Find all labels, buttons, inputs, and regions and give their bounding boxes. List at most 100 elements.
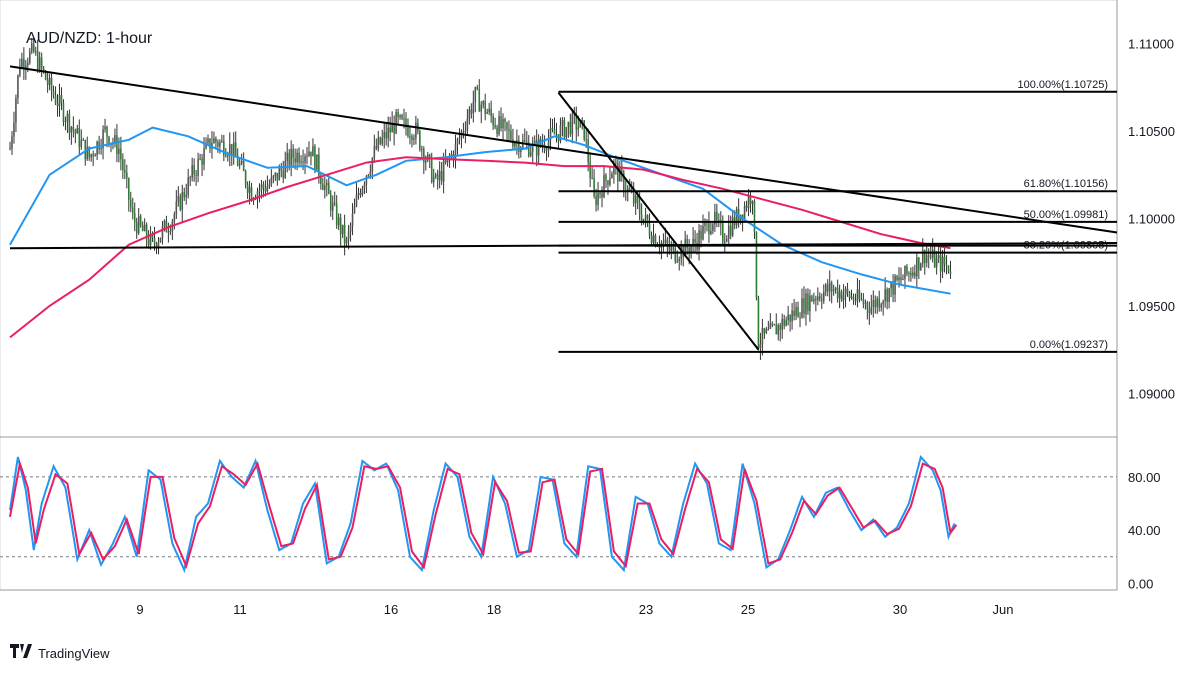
- candle-body: [688, 247, 690, 253]
- candle-body: [234, 142, 237, 156]
- candle-body: [139, 216, 142, 226]
- candle-body: [751, 201, 754, 204]
- candle-body: [56, 103, 59, 107]
- candle-body: [826, 284, 829, 292]
- candle-body: [601, 193, 603, 198]
- candle-body: [153, 237, 156, 244]
- candle-body: [217, 142, 219, 147]
- candle-body: [383, 132, 386, 138]
- candle-body: [316, 154, 318, 170]
- candle-body: [221, 140, 223, 142]
- candle-body: [124, 170, 126, 173]
- candle-body: [464, 130, 467, 132]
- candle-body: [349, 225, 352, 232]
- candle-body: [771, 323, 774, 326]
- candle-body: [397, 112, 399, 118]
- candle-body: [599, 193, 601, 195]
- candle-body: [801, 298, 803, 318]
- candle-body: [931, 250, 934, 258]
- candle-body: [34, 51, 37, 53]
- candle-body: [353, 205, 356, 214]
- candle-body: [858, 289, 861, 299]
- candle-body: [702, 225, 704, 240]
- candle-body: [66, 113, 69, 122]
- candle-body: [704, 222, 706, 226]
- candle-body: [773, 324, 776, 326]
- candle-body: [337, 217, 340, 226]
- candle-body: [923, 250, 926, 263]
- candle-body: [108, 136, 110, 145]
- candle-body: [494, 125, 496, 128]
- candle-body: [86, 146, 89, 160]
- candle-body: [595, 195, 597, 205]
- candle-body: [141, 225, 144, 232]
- candle-body: [335, 203, 338, 226]
- candle-body: [668, 245, 671, 251]
- candle-body: [175, 201, 178, 215]
- candle-body: [492, 116, 494, 126]
- candle-body: [411, 136, 413, 140]
- candle-body: [674, 247, 677, 262]
- candle-body: [949, 271, 952, 275]
- candle-body: [290, 148, 292, 166]
- candle-body: [781, 319, 783, 330]
- candle-body: [672, 247, 675, 249]
- candle-body: [854, 300, 857, 302]
- candle-body: [698, 230, 700, 250]
- candle-body: [341, 224, 344, 235]
- candle-body: [351, 213, 354, 226]
- candle-body: [785, 320, 787, 326]
- candle-body: [78, 128, 81, 148]
- candle-body: [36, 51, 39, 70]
- candle-body: [727, 225, 730, 239]
- candle-body: [286, 152, 288, 161]
- candle-body: [242, 161, 245, 171]
- candle-body: [476, 87, 479, 89]
- candle-body: [442, 160, 445, 182]
- candle-body: [769, 323, 772, 329]
- candle-body: [256, 191, 259, 199]
- candle-body: [555, 134, 558, 136]
- fib-level-label: 100.00%(1.10725): [1017, 79, 1108, 91]
- candle-body: [929, 256, 932, 258]
- price-chart[interactable]: 100.00%(1.10725) 61.80%(1.10156) 50.00%(1.…: [0, 0, 1200, 640]
- candle-body: [692, 238, 694, 246]
- candle-body: [664, 239, 667, 243]
- candle-body: [484, 101, 486, 114]
- candle-body: [694, 238, 696, 243]
- candle-body: [482, 101, 485, 105]
- candle-body: [199, 158, 201, 160]
- candle-body: [906, 265, 908, 274]
- candle-body: [716, 211, 718, 221]
- candle-body: [458, 137, 461, 140]
- candle-body: [783, 319, 785, 326]
- candle-body: [811, 295, 813, 302]
- candle-body: [777, 325, 780, 335]
- price-tick-label: 1.09500: [1128, 299, 1175, 314]
- candle-body: [432, 176, 435, 183]
- pink-moving-average-line: [9, 156, 951, 339]
- price-tick-label: 1.10500: [1128, 124, 1175, 139]
- candle-body: [872, 300, 875, 307]
- candle-body: [377, 137, 380, 149]
- candle-body: [312, 146, 314, 157]
- candle-body: [795, 307, 797, 316]
- candle-body: [860, 298, 863, 300]
- candle-body: [779, 325, 782, 330]
- tradingview-label: TradingView: [38, 645, 110, 661]
- candle-body: [29, 51, 31, 63]
- candle-body: [248, 187, 251, 193]
- candle-body: [361, 187, 364, 195]
- candle-body: [343, 224, 346, 244]
- candle-body: [363, 184, 366, 188]
- tradingview-brand[interactable]: TradingView: [10, 644, 110, 662]
- candle-body: [147, 239, 150, 246]
- candle-body: [102, 129, 104, 148]
- candle-body: [468, 109, 471, 120]
- candle-body: [274, 172, 277, 177]
- candle-body: [722, 223, 724, 243]
- candle-body: [714, 211, 716, 225]
- candle-body: [902, 278, 904, 280]
- candle-body: [844, 288, 847, 296]
- candle-body: [662, 242, 665, 244]
